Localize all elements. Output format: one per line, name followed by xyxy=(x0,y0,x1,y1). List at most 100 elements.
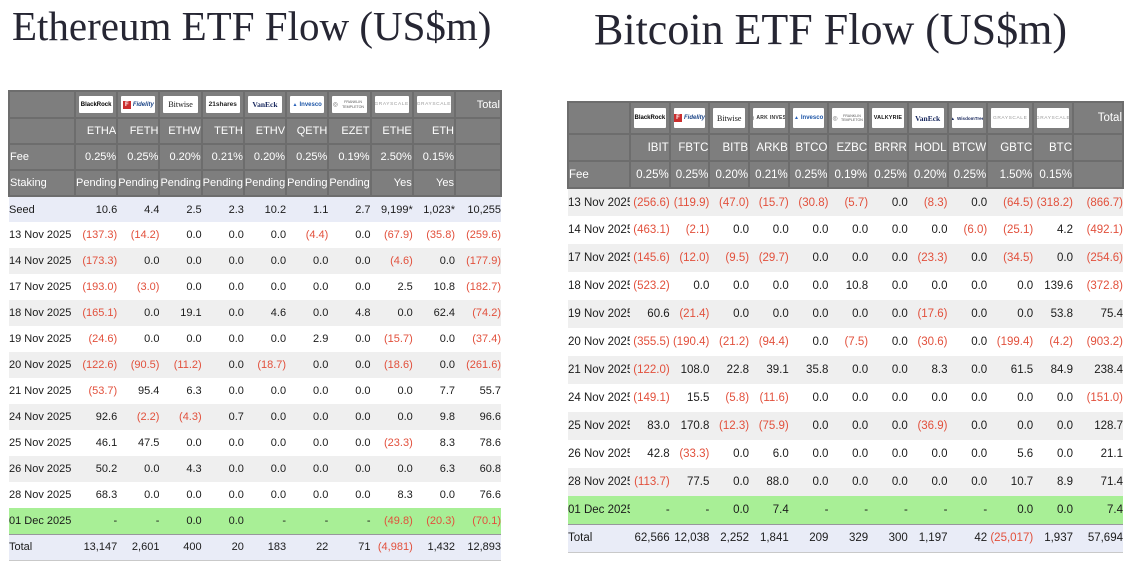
data-cell: 0.0 xyxy=(243,430,287,456)
logo-text: BlackRock xyxy=(80,101,112,108)
row-total-cell: (259.6) xyxy=(455,222,501,248)
data-cell: (20.3) xyxy=(412,508,455,534)
provider-cell: Fidelity xyxy=(668,101,711,135)
data-cell: (119.9) xyxy=(669,188,710,216)
data-cell: 0.0 xyxy=(328,456,371,482)
ticker-cell: BITB xyxy=(708,133,751,162)
data-cell: - xyxy=(328,508,371,534)
provider-cell: Franklin Templeton xyxy=(827,101,870,135)
data-cell: 0.0 xyxy=(788,272,829,300)
data-cell: 0.0 xyxy=(709,468,750,496)
row-total-cell: 75.4 xyxy=(1073,300,1123,328)
row-total-cell: 238.4 xyxy=(1073,356,1123,384)
data-cell: 2.7 xyxy=(328,196,371,222)
data-cell: (4.2) xyxy=(1033,328,1073,356)
data-cell: 84.9 xyxy=(1033,356,1073,384)
data-cell: 0.0 xyxy=(159,248,202,274)
data-cell: (4.4) xyxy=(286,222,329,248)
row-total-cell: 76.6 xyxy=(455,482,501,508)
data-cell: 0.0 xyxy=(749,272,789,300)
data-cell: (137.3) xyxy=(75,222,118,248)
provider-cell: Bitwise xyxy=(708,101,751,135)
row-total-cell: (177.9) xyxy=(455,248,501,274)
provider-cell: Invesco xyxy=(285,90,330,119)
data-cell: 0.0 xyxy=(243,404,287,430)
data-cell: 0.0 xyxy=(788,468,829,496)
data-cell: 42.8 xyxy=(630,440,670,468)
data-cell: 92.6 xyxy=(75,404,118,430)
logo-text: Fidelity xyxy=(132,101,154,108)
ticker-cell: ETHV xyxy=(242,117,288,145)
data-cell: 0.0 xyxy=(947,440,988,468)
data-cell: (5.7) xyxy=(828,188,869,216)
meta-value-cell: 0.20% xyxy=(708,160,751,189)
data-cell: 0.0 xyxy=(201,456,244,482)
ticker-cell: ETH xyxy=(411,117,457,145)
table-row: 13 Nov 2025 (256.6) (119.9) (47.0) (15.7) (30… xyxy=(568,188,1123,216)
data-cell: (30.8) xyxy=(788,188,829,216)
row-total-cell: 21.1 xyxy=(1073,440,1123,468)
ticker-cell: BTCO xyxy=(787,133,830,162)
meta-value-cell: 0.21% xyxy=(748,160,790,189)
data-cell: (14.2) xyxy=(117,222,160,248)
row-total-cell: (151.0) xyxy=(1073,384,1123,412)
row-label: 13 Nov 2025 xyxy=(9,222,75,248)
row-label: 28 Nov 2025 xyxy=(568,468,630,496)
ticker-cell: ETHW xyxy=(158,117,203,145)
data-cell: 4.2 xyxy=(1033,216,1073,244)
data-cell: 0.0 xyxy=(201,352,244,378)
data-cell: 39.1 xyxy=(749,356,789,384)
data-cell: 0.0 xyxy=(117,300,160,326)
row-label: 18 Nov 2025 xyxy=(568,272,630,300)
provider-cell: Grayscale xyxy=(411,90,457,119)
data-cell: 0.0 xyxy=(286,248,329,274)
data-cell: (523.2) xyxy=(630,272,670,300)
data-cell: 0.0 xyxy=(412,248,455,274)
data-cell: 0.0 xyxy=(947,188,988,216)
data-cell: 0.0 xyxy=(828,384,869,412)
data-cell: - xyxy=(286,508,329,534)
table-row: 01 Dec 2025- -0.0 0.0- - - (49.8) (20.3) (70.1) xyxy=(9,508,501,534)
data-cell: (18.7) xyxy=(243,352,287,378)
data-cell: 46.1 xyxy=(75,430,118,456)
data-cell: - xyxy=(669,496,710,524)
data-cell: 47.5 xyxy=(117,430,160,456)
data-cell: 0.0 xyxy=(868,384,908,412)
meta-row-label: Staking xyxy=(8,169,76,197)
data-cell: (36.9) xyxy=(907,412,948,440)
etf-flow-grid: BlackRock Fidelity Bitwise ARK Invest Invesc… xyxy=(567,101,1124,553)
provider-cell: Valkyrie xyxy=(867,101,909,135)
data-cell: 0.0 xyxy=(117,482,160,508)
row-label: 24 Nov 2025 xyxy=(568,384,630,412)
table-row: 13 Nov 2025 (137.3) (14.2) 0.0 0.0 0.0 (4.4) 0.… xyxy=(9,222,501,248)
data-cell: (21.2) xyxy=(709,328,750,356)
row-total-cell: (903.2) xyxy=(1073,328,1123,356)
valkyrie-logo: Valkyrie xyxy=(872,108,904,128)
data-cell: 4.4 xyxy=(117,196,160,222)
meta-value-cell: 0.25% xyxy=(867,160,909,189)
data-cell: 0.0 xyxy=(1033,496,1073,524)
data-cell: (122.0) xyxy=(630,356,670,384)
table-corner xyxy=(567,101,631,135)
data-cell: 0.0 xyxy=(328,274,371,300)
data-cell: 0.0 xyxy=(947,356,988,384)
data-cell: 0.0 xyxy=(907,384,948,412)
row-total-cell: (254.6) xyxy=(1073,244,1123,272)
ticker-cell: HODL xyxy=(906,133,949,162)
table-row: Total 13,147 2,601 400 20 183 22 71 (4,981) 1,432… xyxy=(9,533,501,561)
ticker-cell: BRRR xyxy=(867,133,909,162)
meta-value-cell: Yes xyxy=(369,169,414,197)
row-total-cell: 57,694 xyxy=(1073,523,1123,553)
data-cell: (122.6) xyxy=(75,352,118,378)
meta-value-cell: 0.20% xyxy=(906,160,949,189)
data-cell: 0.0 xyxy=(788,300,829,328)
table-row: 14 Nov 2025 (173.3) 0.0 0.0 0.0 0.0 0.0 0.0 (4.6… xyxy=(9,248,501,274)
provider-cell: WisdomTree xyxy=(946,101,989,135)
table-corner xyxy=(8,90,76,119)
data-cell: 0.7 xyxy=(201,404,244,430)
data-cell: 1,197 xyxy=(907,523,948,553)
data-cell: 9.8 xyxy=(412,404,455,430)
data-cell: (23.3) xyxy=(370,430,413,456)
meta-value-cell: Pending xyxy=(285,169,330,197)
meta-value-cell: 2.50% xyxy=(369,143,414,171)
